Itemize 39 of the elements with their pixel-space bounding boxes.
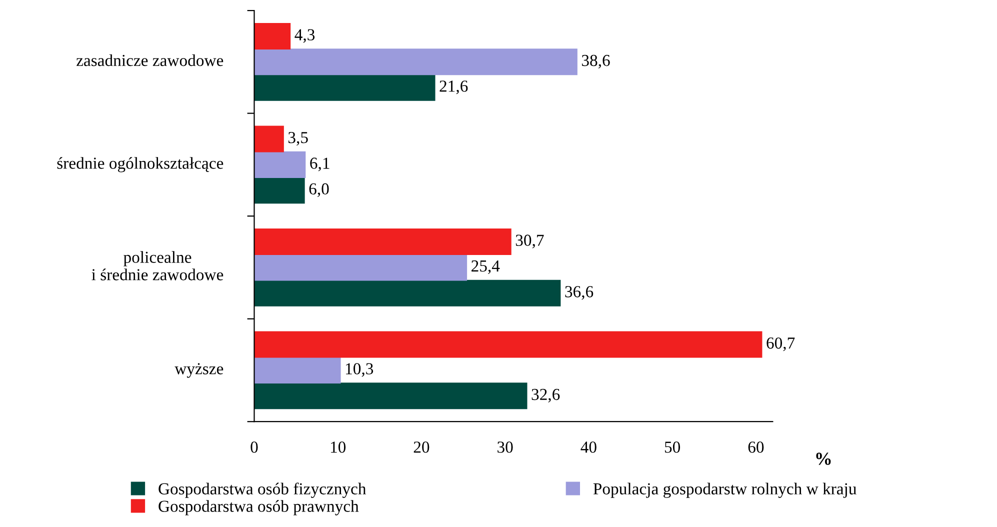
data-label: 10,3 [346,363,374,377]
bar [254,228,512,256]
legend-label: Populacja gospodarstw rolnych w kraju [593,482,856,498]
x-tick-label: 20 [414,442,430,453]
y-tick-label: średnie ogólnokształcące [57,157,224,172]
bar [254,22,291,50]
legend-label: Gospodarstwa osób prawnych [158,500,359,516]
bar [254,74,436,101]
bar [254,177,305,204]
y-tick-label: policealne i średnie zawodowe [92,251,224,280]
data-label: 4,3 [294,29,315,43]
data-label: 30,7 [516,234,544,248]
data-label: 36,6 [565,286,594,300]
x-tick-label: 0 [250,442,258,453]
bar [254,254,468,281]
data-label: 32,6 [532,388,560,402]
bar [254,151,306,178]
x-axis-title: % [816,452,831,465]
data-label: 6,1 [310,158,330,172]
x-tick-label: 30 [498,442,513,453]
bar [254,382,528,410]
data-label: 60,7 [766,337,795,352]
bar [254,126,284,152]
data-label: 38,6 [582,54,610,68]
x-tick-label: 40 [580,442,596,453]
y-tick-label: zasadnicze zawodowe [76,54,224,66]
bar [254,356,341,384]
bar [254,48,578,76]
bar [254,331,762,358]
data-label: 3,5 [288,132,308,146]
data-label: 6,0 [309,183,329,197]
data-label: 21,6 [440,80,468,94]
data-label: 25,4 [472,260,500,274]
x-tick-label: 60 [748,442,764,453]
bar [254,280,561,306]
x-tick-label: 10 [330,442,346,453]
legend-label: Gospodarstwa osób fizycznych [158,482,366,498]
x-tick-label: 50 [664,442,680,453]
y-tick-label: wyższe [174,363,224,378]
